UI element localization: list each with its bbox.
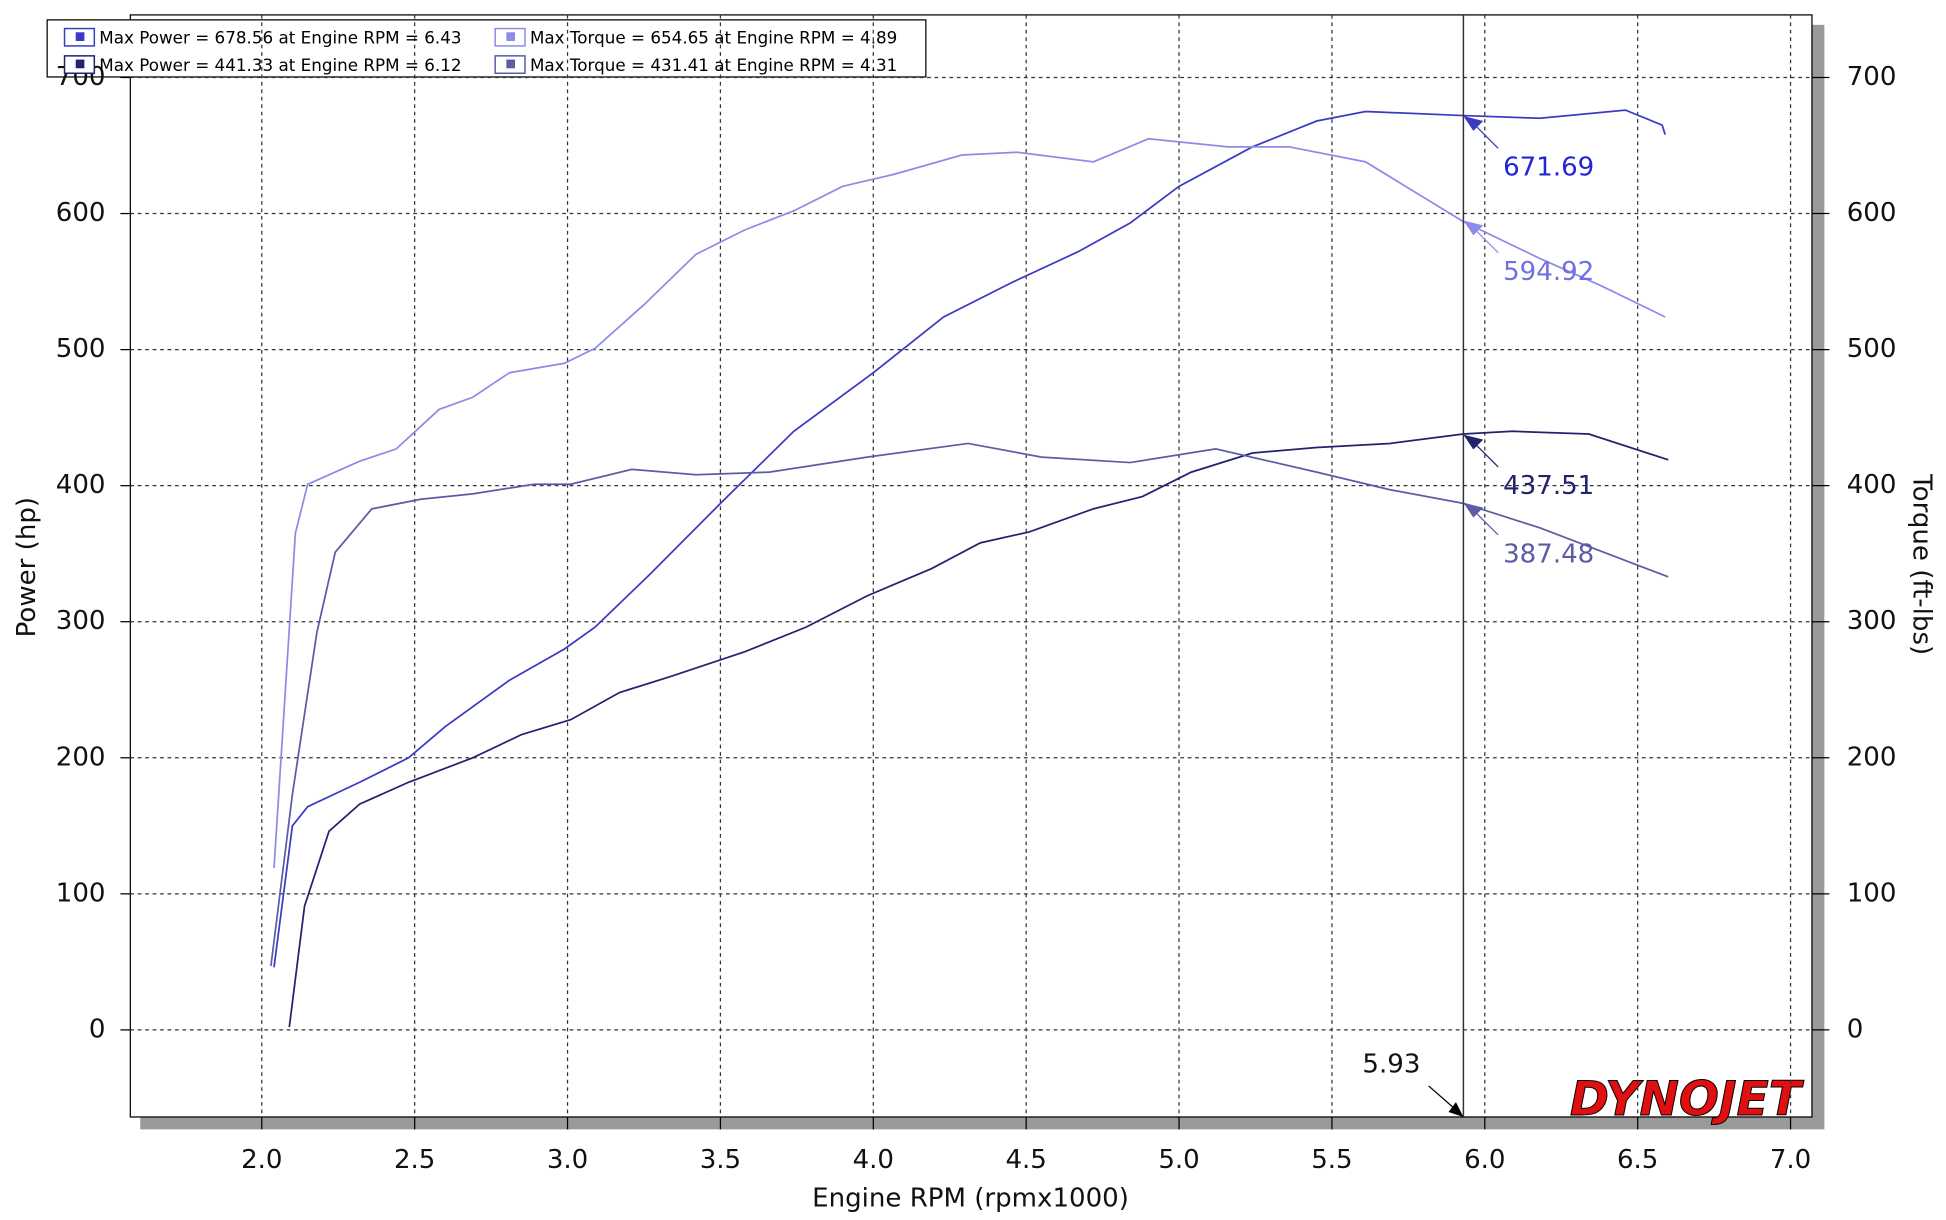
cursor-pointer xyxy=(1475,125,1499,149)
y2-axis-title: Torque (ft-lbs) xyxy=(1907,473,1937,655)
x-tick-label: 5.0 xyxy=(1158,1145,1199,1175)
logo: DYNOJET xyxy=(1570,1072,1805,1127)
x-tick-label: 4.5 xyxy=(1005,1145,1046,1175)
y2-tick-label: 700 xyxy=(1847,62,1897,92)
x-tick-label: 4.0 xyxy=(853,1145,894,1175)
y2-tick-label: 300 xyxy=(1847,606,1897,636)
y-tick-label: 500 xyxy=(56,334,106,364)
x-tick-label: 3.5 xyxy=(700,1145,741,1175)
legend-swatch-dot xyxy=(75,59,85,69)
y2-tick-label: 400 xyxy=(1847,470,1897,500)
cursor-marker xyxy=(1463,502,1484,518)
x-tick-label: 6.0 xyxy=(1464,1145,1505,1175)
series-line xyxy=(273,109,1666,968)
cursor-pointer xyxy=(1475,229,1499,254)
plot-area xyxy=(129,14,1813,1118)
cursor-value: 387.48 xyxy=(1503,539,1594,569)
cursor-marker xyxy=(1463,116,1484,131)
legend xyxy=(46,19,927,78)
series-line xyxy=(288,430,1669,1028)
cursor-value: 671.69 xyxy=(1503,153,1594,183)
y-tick-label: 0 xyxy=(89,1014,106,1044)
y-tick-label: 600 xyxy=(56,198,106,228)
x-tick-label: 7.0 xyxy=(1770,1145,1811,1175)
legend-swatch-dot xyxy=(506,32,516,41)
y2-tick-label: 0 xyxy=(1847,1014,1864,1044)
y-axis-title: Power (hp) xyxy=(12,497,42,637)
legend-label: Max Torque = 654.65 at Engine RPM = 4.89 xyxy=(530,27,897,47)
series-line xyxy=(273,137,1666,869)
legend-swatch-dot xyxy=(506,59,516,69)
legend-swatch-dot xyxy=(75,32,85,41)
y-tick-label: 200 xyxy=(56,742,106,772)
x-tick-label: 3.0 xyxy=(547,1145,588,1175)
y-tick-label: 400 xyxy=(56,470,106,500)
cursor-pointer xyxy=(1475,444,1499,468)
x-axis-title: Engine RPM (rpmx1000) xyxy=(812,1183,1129,1213)
y-tick-label: 100 xyxy=(56,878,106,908)
legend-label: Max Power = 441.33 at Engine RPM = 6.12 xyxy=(99,55,461,75)
y-tick-label: 300 xyxy=(56,606,106,636)
cursor-marker xyxy=(1463,434,1484,450)
y2-tick-label: 600 xyxy=(1847,198,1897,228)
cursor-value: 437.51 xyxy=(1503,471,1594,501)
cursor-pointer xyxy=(1475,512,1499,536)
cursor-value: 594.92 xyxy=(1503,257,1594,287)
x-tick-label: 2.5 xyxy=(394,1145,435,1175)
x-tick-label: 5.5 xyxy=(1311,1145,1352,1175)
legend-label: Max Torque = 431.41 at Engine RPM = 4.31 xyxy=(530,55,897,75)
y2-tick-label: 200 xyxy=(1847,742,1897,772)
cursor-label: 5.93 xyxy=(1362,1049,1420,1079)
cursor-arrowhead xyxy=(1448,1102,1464,1117)
y2-tick-label: 100 xyxy=(1847,878,1897,908)
legend-label: Max Power = 678.56 at Engine RPM = 6.43 xyxy=(99,27,461,47)
series-line xyxy=(270,442,1669,967)
x-tick-label: 2.0 xyxy=(241,1145,282,1175)
y2-tick-label: 500 xyxy=(1847,334,1897,364)
x-tick-label: 6.5 xyxy=(1617,1145,1658,1175)
